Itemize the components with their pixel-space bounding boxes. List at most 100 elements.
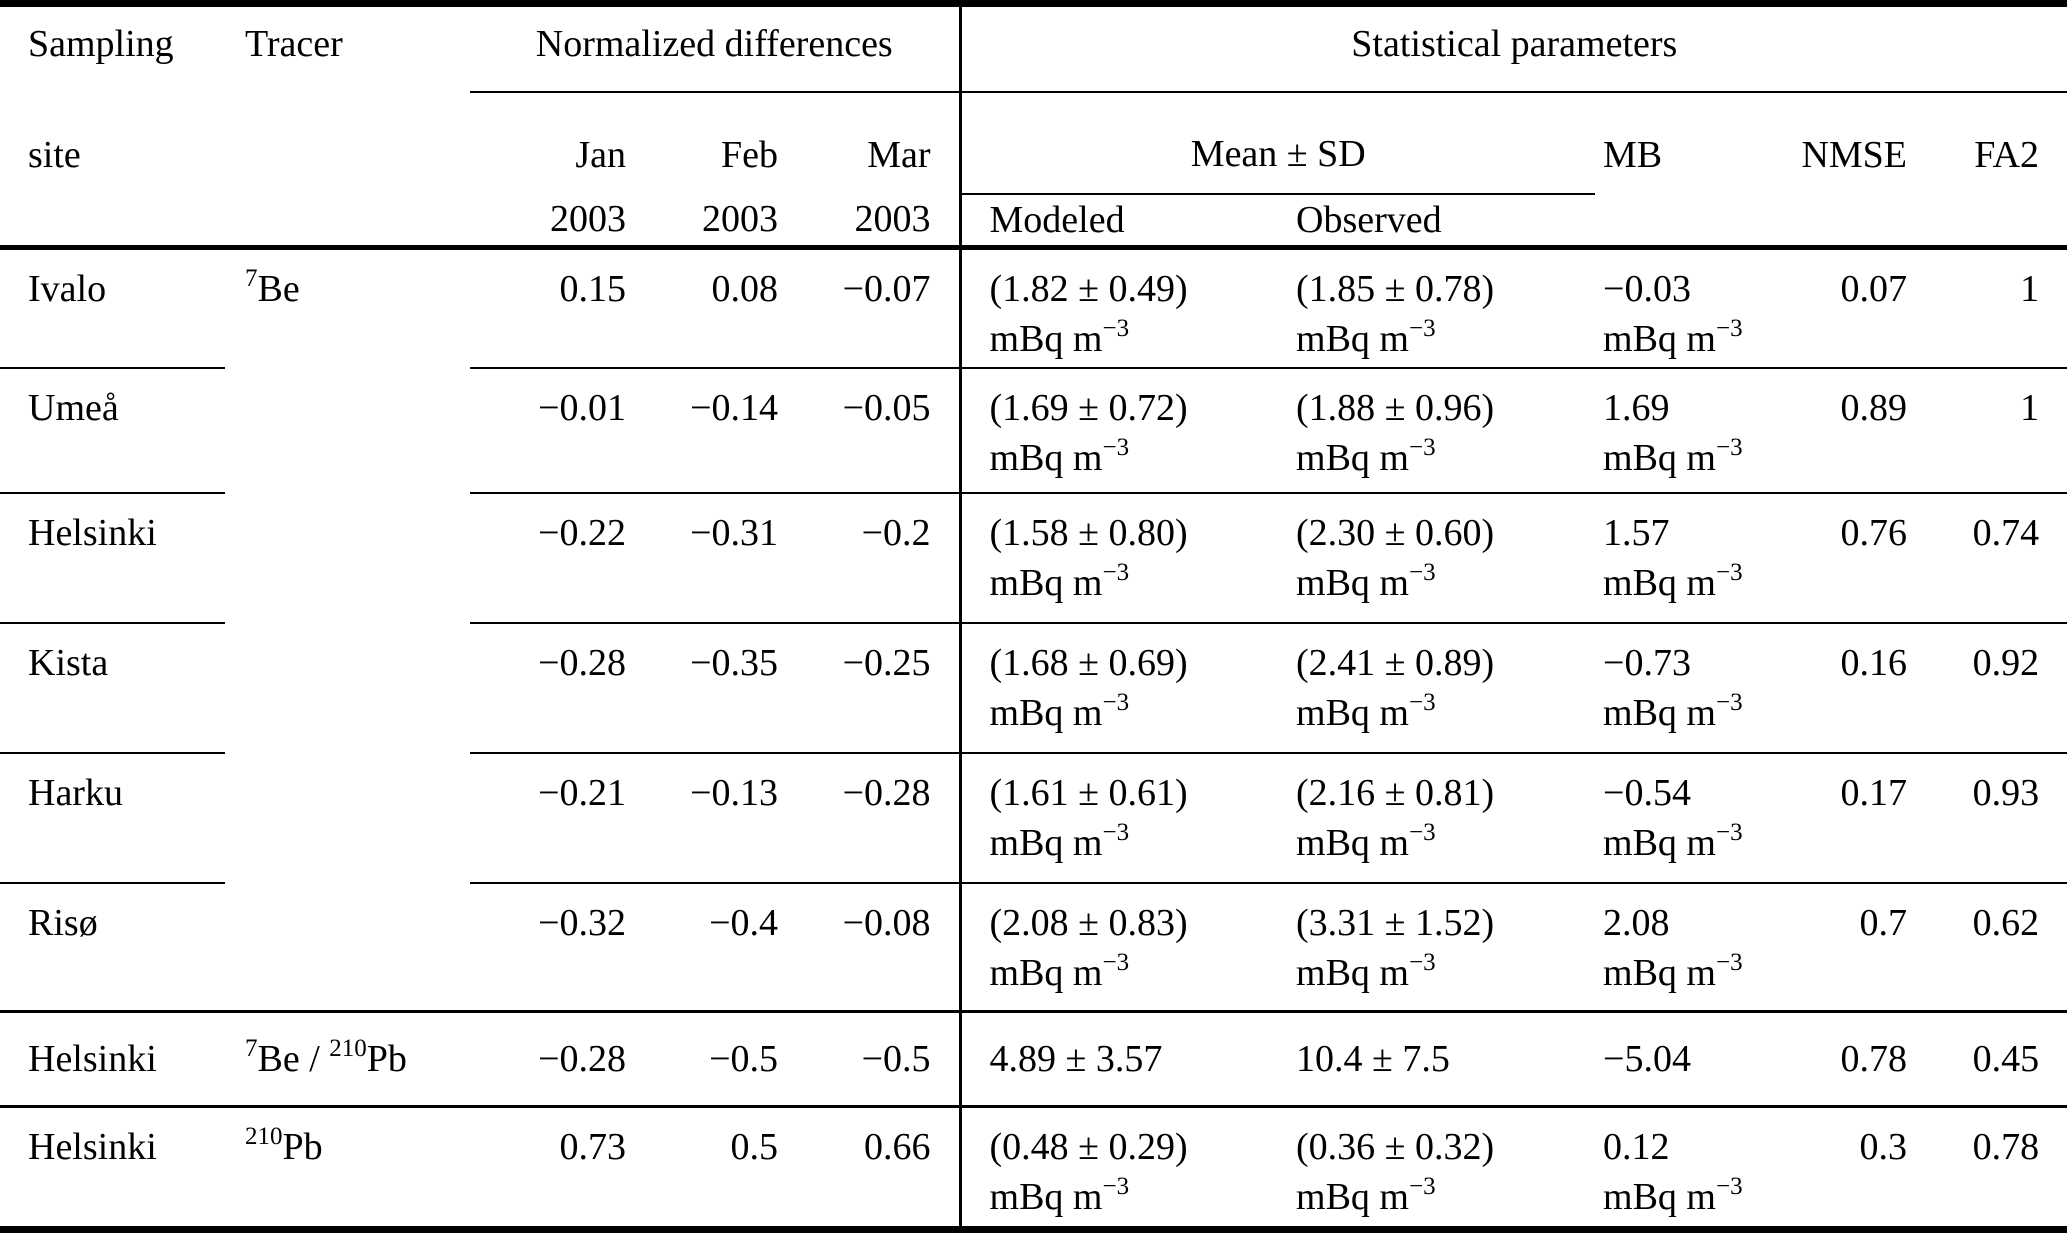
modeled-cell-value: (0.48 ± 0.29) bbox=[989, 1125, 1188, 1168]
fa2-cell: 0.45 bbox=[1915, 1011, 2067, 1108]
nd-mar-cell-value: −0.08 bbox=[842, 902, 931, 944]
unit-exponent: −3 bbox=[1408, 314, 1436, 342]
modeled-cell-value: (1.68 ± 0.69) bbox=[989, 642, 1188, 684]
header-mb: MB bbox=[1603, 133, 1663, 176]
unit-label: mBq m−3 bbox=[1603, 688, 1745, 738]
nmse-cell-value: 0.76 bbox=[1840, 512, 1908, 554]
nmse-cell: 0.78 bbox=[1745, 1011, 1916, 1108]
header-month-jan: Jan bbox=[575, 133, 626, 176]
nd-mar-cell-value: −0.05 bbox=[842, 387, 931, 429]
nd-feb-cell-value: −0.14 bbox=[690, 387, 778, 429]
fa2-cell-value: 0.74 bbox=[1972, 512, 2040, 554]
unit-exponent: −3 bbox=[1102, 819, 1130, 846]
nd-mar-cell: −0.25 bbox=[782, 623, 961, 754]
nd-mar-cell-value: −0.5 bbox=[861, 1037, 931, 1080]
unit-base: mBq m bbox=[1296, 1175, 1409, 1218]
header-row-2: site Jan Feb Mar Mean ± SD MB NMSE FA2 bbox=[0, 91, 2067, 195]
header-sampling: Sampling bbox=[28, 23, 174, 65]
tracer-text: Pb bbox=[366, 1037, 407, 1080]
nd-jan-cell-value: 0.73 bbox=[559, 1125, 627, 1168]
modeled-cell: (2.08 ± 0.83) mBq m−3 bbox=[958, 883, 1291, 1013]
observed-cell: (0.36 ± 0.32) mBq m−3 bbox=[1290, 1106, 1595, 1229]
fa2-cell-value: 0.92 bbox=[1972, 642, 2040, 684]
site-cell: Helsinki bbox=[0, 493, 225, 624]
tracer-superscript: 210 bbox=[329, 1034, 367, 1062]
site-cell-value: Umeå bbox=[28, 387, 119, 429]
unit-label: mBq m−3 bbox=[1296, 558, 1595, 608]
nd-feb-cell: −0.5 bbox=[630, 1011, 782, 1108]
nd-feb-cell-value: −0.35 bbox=[690, 642, 778, 684]
fa2-cell: 0.92 bbox=[1915, 623, 2067, 754]
fa2-cell-value: 0.78 bbox=[1972, 1125, 2040, 1168]
mb-cell: 2.08 mBq m−3 bbox=[1595, 883, 1746, 1013]
tracer-cell bbox=[225, 883, 470, 1013]
mb-cell: 1.69 mBq m−3 bbox=[1595, 368, 1746, 494]
unit-exponent: −3 bbox=[1102, 559, 1130, 586]
table-row: Kista −0.28 −0.35 −0.25 (1.68 ± 0.69) mBq m−3… bbox=[0, 623, 2067, 754]
header-observed: Observed bbox=[1290, 193, 1596, 250]
unit-label: mBq m−3 bbox=[1296, 688, 1595, 738]
mb-cell: −0.73 mBq m−3 bbox=[1595, 623, 1746, 754]
fa2-cell: 1 bbox=[1915, 368, 2067, 494]
mb-cell: −5.04 bbox=[1595, 1011, 1746, 1108]
observed-cell: (2.16 ± 0.81) mBq m−3 bbox=[1290, 753, 1596, 884]
unit-base: mBq m bbox=[1296, 562, 1409, 604]
nd-mar-cell-value: −0.07 bbox=[842, 267, 931, 310]
fa2-cell: 0.74 bbox=[1915, 493, 2067, 624]
fa2-cell: 1 bbox=[1915, 247, 2067, 369]
unit-base: mBq m bbox=[989, 562, 1103, 604]
observed-cell: (2.41 ± 0.89) mBq m−3 bbox=[1290, 623, 1596, 754]
unit-label: mBq m−3 bbox=[1603, 558, 1745, 608]
mb-cell-value: 1.69 bbox=[1603, 387, 1670, 429]
unit-base: mBq m bbox=[1296, 822, 1409, 864]
site-cell: Helsinki bbox=[0, 1011, 225, 1108]
nmse-cell-value: 0.7 bbox=[1859, 902, 1908, 944]
mb-cell-value: −0.73 bbox=[1603, 642, 1691, 684]
modeled-cell-value: (1.58 ± 0.80) bbox=[989, 512, 1188, 554]
nmse-cell-value: 0.07 bbox=[1840, 267, 1908, 310]
tracer-text: Be bbox=[257, 267, 300, 310]
site-cell-value: Risø bbox=[28, 902, 98, 944]
unit-label: mBq m−3 bbox=[1603, 433, 1745, 483]
tracer-text: Pb bbox=[282, 1125, 323, 1168]
mb-cell: 1.57 mBq m−3 bbox=[1595, 493, 1746, 624]
unit-exponent: −3 bbox=[1715, 434, 1743, 461]
nd-jan-cell-value: −0.32 bbox=[538, 902, 626, 944]
tracer-cell bbox=[225, 623, 470, 753]
nd-jan-cell: −0.32 bbox=[470, 883, 630, 1013]
unit-label: mBq m−3 bbox=[990, 433, 1291, 483]
unit-exponent: −3 bbox=[1408, 434, 1436, 461]
nd-jan-cell-value: −0.22 bbox=[538, 512, 626, 554]
fa2-cell-value: 0.93 bbox=[1972, 772, 2040, 814]
nd-feb-cell-value: −0.5 bbox=[709, 1037, 778, 1080]
nmse-cell: 0.76 bbox=[1745, 493, 1916, 624]
nmse-cell-value: 0.78 bbox=[1840, 1037, 1908, 1080]
nd-feb-cell: −0.4 bbox=[630, 883, 782, 1013]
table-row: Harku −0.21 −0.13 −0.28 (1.61 ± 0.61) mBq m−3… bbox=[0, 753, 2067, 884]
unit-label: mBq m−3 bbox=[1603, 818, 1745, 868]
tracer-cell: 7Be bbox=[225, 247, 470, 368]
nmse-cell-value: 0.17 bbox=[1840, 772, 1908, 814]
unit-base: mBq m bbox=[989, 317, 1103, 360]
site-cell: Risø bbox=[0, 883, 225, 1013]
header-empty bbox=[225, 92, 470, 194]
nmse-cell: 0.17 bbox=[1745, 753, 1916, 884]
unit-base: mBq m bbox=[1603, 1175, 1716, 1218]
observed-cell-value: (1.88 ± 0.96) bbox=[1296, 387, 1495, 429]
nmse-cell-value: 0.89 bbox=[1840, 387, 1908, 429]
header-empty bbox=[1915, 193, 2067, 250]
observed-cell: (1.88 ± 0.96) mBq m−3 bbox=[1290, 368, 1596, 494]
unit-base: mBq m bbox=[1296, 692, 1409, 734]
site-cell: Umeå bbox=[0, 368, 225, 494]
table-row: Umeå −0.01 −0.14 −0.05 (1.69 ± 0.72) mBq m−3(… bbox=[0, 368, 2067, 494]
unit-exponent: −3 bbox=[1408, 689, 1436, 716]
nd-jan-cell-value: 0.15 bbox=[559, 267, 627, 310]
modeled-cell: (0.48 ± 0.29) mBq m−3 bbox=[958, 1106, 1291, 1229]
observed-cell-value: (2.30 ± 0.60) bbox=[1296, 512, 1495, 554]
unit-base: mBq m bbox=[1603, 822, 1716, 864]
modeled-cell-value: (1.82 ± 0.49) bbox=[989, 267, 1188, 310]
unit-exponent: −3 bbox=[1408, 819, 1436, 846]
unit-exponent: −3 bbox=[1715, 559, 1743, 586]
unit-base: mBq m bbox=[989, 1175, 1103, 1218]
